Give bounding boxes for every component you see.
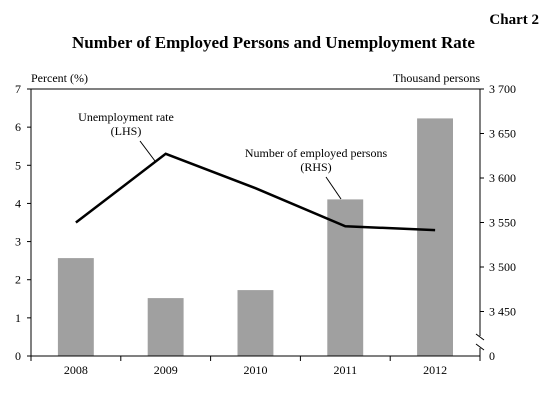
axis-break-mark xyxy=(475,333,485,351)
bar-2008 xyxy=(57,258,94,356)
left-tick-label: 6 xyxy=(15,120,21,134)
right-tick-label: 3 600 xyxy=(489,171,516,185)
bar-2012 xyxy=(417,118,453,357)
bar-annotation-axis: (RHS) xyxy=(300,160,331,174)
left-tick-label: 5 xyxy=(15,158,21,172)
right-tick-label: 3 450 xyxy=(489,305,516,319)
chart-title: Number of Employed Persons and Unemploym… xyxy=(72,33,475,52)
line-annotation-name: Unemployment rate xyxy=(78,110,174,124)
right-tick-label: 3 500 xyxy=(489,260,516,274)
right-tick-label: 3 700 xyxy=(489,82,516,96)
right-tick-label: 3 550 xyxy=(489,216,516,230)
bar-2010 xyxy=(237,290,274,356)
bar-2009 xyxy=(147,298,184,356)
unemployment-rate-line xyxy=(75,152,436,232)
right-tick-label-baseline: 0 xyxy=(489,349,495,363)
bar-annotation-leader xyxy=(325,176,342,200)
bar-annotation-name: Number of employed persons xyxy=(245,146,388,160)
line-annotation-axis: (LHS) xyxy=(111,124,142,138)
chart-number: Chart 2 xyxy=(489,12,539,28)
left-tick-label: 3 xyxy=(15,235,21,249)
left-axis-label: Percent (%) xyxy=(31,71,88,85)
left-tick-label: 2 xyxy=(15,273,21,287)
left-tick-label: 4 xyxy=(15,196,21,210)
left-tick-label: 1 xyxy=(15,311,21,325)
x-tick-label-2008: 2008 xyxy=(64,363,88,377)
bar-2011 xyxy=(327,199,364,356)
axes-layer: 0 1 2 3 4 5 6 7 3 450 3 500 3 550 3 600 3 650 3 700 0 2… xyxy=(15,82,516,377)
line-annotation-leader xyxy=(139,140,156,162)
right-axis-label: Thousand persons xyxy=(393,71,480,85)
x-tick-label-2012: 2012 xyxy=(423,363,447,377)
x-tick-label-2010: 2010 xyxy=(244,363,268,377)
x-tick-label-2009: 2009 xyxy=(154,363,178,377)
line-layer xyxy=(75,152,436,232)
x-tick-label-2011: 2011 xyxy=(334,363,358,377)
right-tick-label: 3 650 xyxy=(489,127,516,141)
left-tick-label: 0 xyxy=(15,349,21,363)
left-tick-label: 7 xyxy=(15,82,21,96)
